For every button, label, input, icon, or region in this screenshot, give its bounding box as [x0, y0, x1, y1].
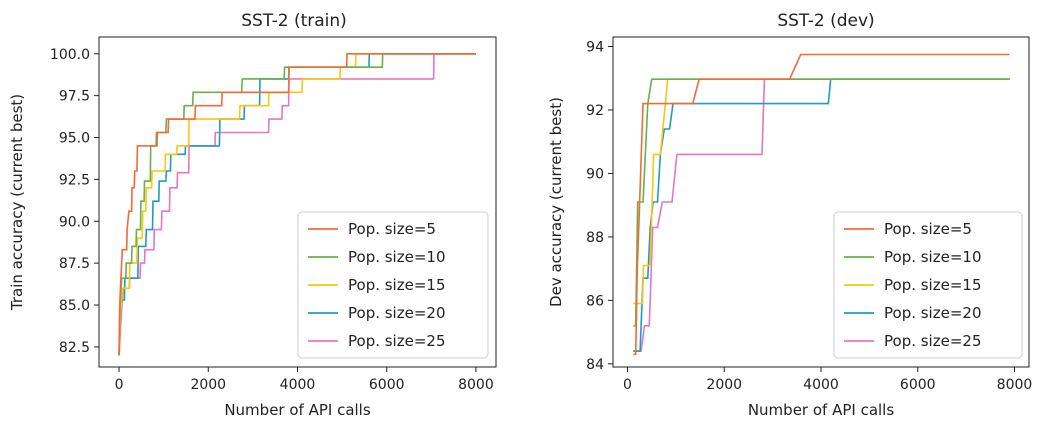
- train-accuracy-chart: SST-2 (train) 0 2000 4000 6000 8000 82.5 85.0 8…: [8, 11, 497, 419]
- y-axis-label: Dev accuracy (current best): [547, 97, 565, 307]
- plot-frame: [612, 36, 1030, 368]
- series-line-pop-size-15: [633, 78, 1010, 305]
- legend-entry: Pop. size=5: [348, 220, 436, 238]
- y-tick-label: 92: [586, 103, 604, 119]
- y-tick-label: 86: [586, 293, 604, 309]
- chart-title: SST-2 (dev): [777, 11, 874, 31]
- legend: Pop. size=5 Pop. size=10 Pop. size=15 Pop. …: [297, 211, 489, 359]
- legend-entry: Pop. size=20: [884, 304, 982, 322]
- series-line-pop-size-25: [633, 78, 1010, 352]
- y-tick-label: 100.0: [50, 47, 90, 63]
- legend-entry: Pop. size=15: [348, 276, 446, 294]
- x-tick-label: 0: [623, 377, 632, 393]
- series-layer: [633, 53, 1010, 356]
- y-tick-label: 97.5: [59, 89, 90, 105]
- legend-box: [833, 211, 1023, 359]
- y-tick-label: 88: [586, 230, 604, 246]
- y-tick-label: 87.5: [59, 256, 90, 272]
- legend-entry: Pop. size=20: [348, 304, 446, 322]
- series-line-pop-size-15: [118, 53, 476, 356]
- series-line-pop-size-5: [633, 53, 1010, 356]
- legend-entry: Pop. size=25: [884, 332, 982, 350]
- dev-accuracy-chart: SST-2 (dev) 0 2000 4000 6000 8000 84 86 88 90 92 9…: [547, 11, 1032, 419]
- y-tick-label: 92.5: [59, 172, 90, 188]
- x-tick-label: 2000: [190, 377, 226, 393]
- y-tick-label: 85.0: [59, 298, 90, 314]
- y-tick-label: 82.5: [59, 340, 90, 356]
- legend-box: [297, 211, 489, 359]
- y-tick-label: 94: [586, 40, 604, 56]
- x-tick-label: 4000: [280, 377, 316, 393]
- x-tick-label: 6000: [369, 377, 405, 393]
- legend-entry: Pop. size=10: [884, 248, 982, 266]
- x-tick-label: 6000: [900, 377, 936, 393]
- tick-layer: 0 2000 4000 6000 8000 84 86 88 90 92 94: [586, 40, 1032, 393]
- legend-entry: Pop. size=15: [884, 276, 982, 294]
- series-layer: [118, 53, 476, 356]
- x-axis-label: Number of API calls: [748, 401, 895, 419]
- x-tick-label: 0: [115, 377, 124, 393]
- x-tick-label: 4000: [803, 377, 839, 393]
- x-tick-label: 2000: [706, 377, 742, 393]
- tick-layer: 0 2000 4000 6000 8000 82.5 85.0 87.5 90.0 92.5 95.…: [50, 47, 494, 393]
- plot-frame: [98, 36, 497, 368]
- y-axis-label: Train accuracy (current best): [8, 94, 26, 311]
- legend-entry: Pop. size=5: [884, 220, 972, 238]
- x-tick-label: 8000: [458, 377, 494, 393]
- legend: Pop. size=5 Pop. size=10 Pop. size=15 Pop. …: [833, 211, 1023, 359]
- legend-entry: Pop. size=25: [348, 332, 446, 350]
- x-tick-label: 8000: [997, 377, 1033, 393]
- x-axis-label: Number of API calls: [224, 401, 371, 419]
- legend-entry: Pop. size=10: [348, 248, 446, 266]
- y-tick-label: 84: [586, 357, 604, 373]
- y-tick-label: 90.0: [59, 214, 90, 230]
- series-line-pop-size-5: [118, 53, 476, 356]
- y-tick-label: 90: [586, 166, 604, 182]
- y-tick-label: 95.0: [59, 131, 90, 147]
- chart-title: SST-2 (train): [241, 11, 347, 31]
